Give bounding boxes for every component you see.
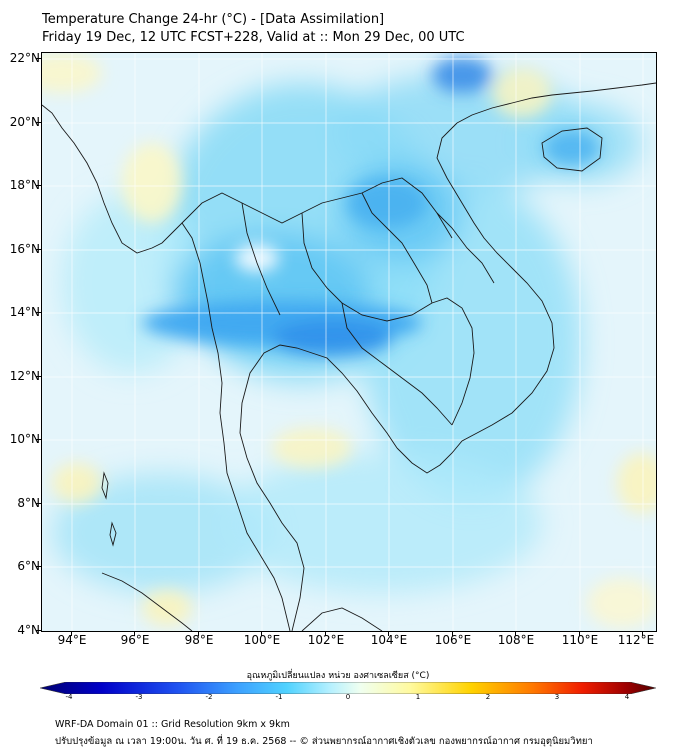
graticule bbox=[42, 53, 656, 631]
lon-tick bbox=[452, 631, 453, 636]
lon-label: 108°E bbox=[497, 633, 535, 647]
colorbar-tick: -4 bbox=[65, 693, 73, 701]
lat-tick bbox=[36, 566, 41, 567]
lat-tick bbox=[36, 376, 41, 377]
colorbar-tick: 3 bbox=[554, 693, 560, 701]
lon-tick bbox=[134, 631, 135, 636]
colorbar-tick: -3 bbox=[135, 693, 143, 701]
lat-label: 14°N bbox=[9, 305, 40, 319]
lat-tick bbox=[36, 439, 41, 440]
chart-title: Temperature Change 24-hr (°C) - [Data As… bbox=[42, 12, 385, 27]
lon-label: 102°E bbox=[307, 633, 345, 647]
map-canvas bbox=[42, 53, 656, 631]
lat-tick bbox=[36, 249, 41, 250]
lon-tick bbox=[261, 631, 262, 636]
lat-tick bbox=[36, 503, 41, 504]
lat-tick bbox=[36, 312, 41, 313]
colorbar-tick: 0 bbox=[345, 693, 351, 701]
lon-tick bbox=[71, 631, 72, 636]
lon-label: 98°E bbox=[184, 633, 214, 647]
lat-label: 6°N bbox=[17, 559, 40, 573]
lat-label: 22°N bbox=[9, 51, 40, 65]
colorbar-title: อุณหภูมิเปลี่ยนแปลง หน่วย องศาเซลเซียส (… bbox=[246, 671, 430, 681]
lon-tick bbox=[515, 631, 516, 636]
map-panel[interactable] bbox=[41, 52, 657, 632]
footer-credit: ปรับปรุงข้อมูล ณ เวลา 19:00น. วัน ศ. ที่… bbox=[55, 736, 593, 747]
lat-label: 8°N bbox=[17, 496, 40, 510]
lon-label: 110°E bbox=[561, 633, 599, 647]
colorbar-tick: -1 bbox=[275, 693, 283, 701]
lon-tick bbox=[325, 631, 326, 636]
chart-subtitle: Friday 19 Dec, 12 UTC FCST+228, Valid at… bbox=[42, 30, 465, 45]
lon-tick bbox=[642, 631, 643, 636]
temperature-field bbox=[42, 53, 656, 631]
lat-tick bbox=[36, 185, 41, 186]
colorbar bbox=[39, 679, 657, 695]
lat-tick bbox=[36, 58, 41, 59]
coastlines-borders bbox=[42, 82, 656, 631]
lat-label: 10°N bbox=[9, 432, 40, 446]
lat-label: 20°N bbox=[9, 115, 40, 129]
colorbar-tick: 4 bbox=[624, 693, 630, 701]
lon-label: 112°E bbox=[617, 633, 655, 647]
lat-label: 18°N bbox=[9, 178, 40, 192]
lon-label: 100°E bbox=[243, 633, 281, 647]
lon-label: 94°E bbox=[57, 633, 87, 647]
lat-label: 4°N bbox=[17, 623, 40, 637]
lon-tick bbox=[388, 631, 389, 636]
footer-domain-info: WRF-DA Domain 01 :: Grid Resolution 9km … bbox=[55, 719, 290, 730]
colorbar-tick: -2 bbox=[205, 693, 213, 701]
lat-label: 16°N bbox=[9, 242, 40, 256]
lon-label: 106°E bbox=[434, 633, 472, 647]
lon-label: 96°E bbox=[120, 633, 150, 647]
colorbar-tick: 2 bbox=[485, 693, 491, 701]
lon-tick bbox=[198, 631, 199, 636]
lon-label: 104°E bbox=[370, 633, 408, 647]
lat-tick bbox=[36, 122, 41, 123]
lat-tick bbox=[36, 630, 41, 631]
colorbar-tick: 1 bbox=[415, 693, 421, 701]
lat-label: 12°N bbox=[9, 369, 40, 383]
lon-tick bbox=[579, 631, 580, 636]
